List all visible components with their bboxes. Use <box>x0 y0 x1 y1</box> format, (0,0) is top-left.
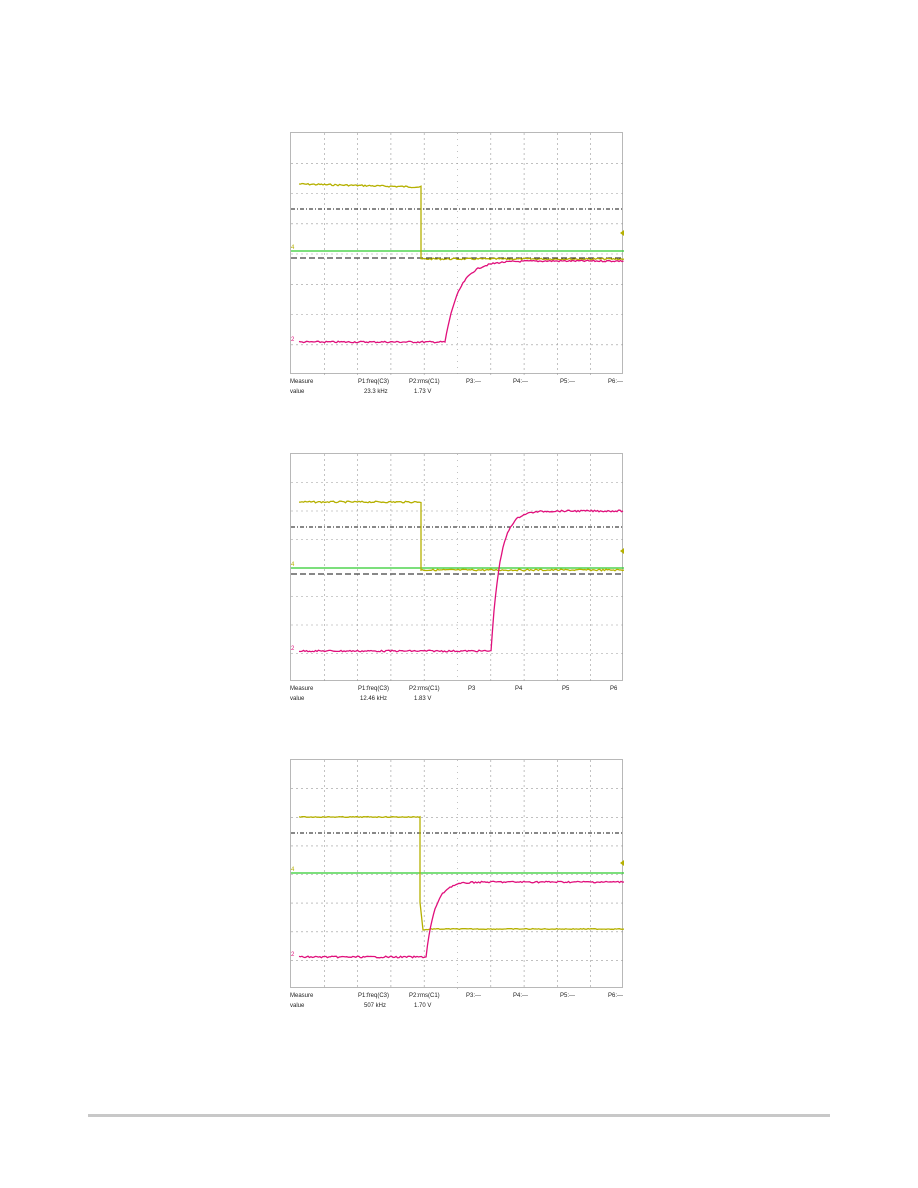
readout-header: P5:--- <box>560 379 575 385</box>
readout-header: P2:rms(C1) <box>409 379 440 385</box>
readout-header: P6 <box>610 686 618 692</box>
trigger-level-marker <box>620 230 624 236</box>
channel-marker: 4 <box>291 867 295 873</box>
readout-header: P3:--- <box>466 993 481 999</box>
readout-header: P2:rms(C1) <box>409 686 440 692</box>
channel-marker: 4 <box>291 245 295 251</box>
readout-header: P4:--- <box>513 993 528 999</box>
readout-value: value <box>290 389 305 395</box>
trigger-level-marker <box>620 548 624 554</box>
readout-header: P1:freq(C3) <box>358 993 390 999</box>
readout-value: 1.73 V <box>414 389 432 395</box>
yellow-trace <box>298 815 624 931</box>
readout-header: P6:--- <box>608 993 623 999</box>
readout-value: 1.70 V <box>414 1003 432 1009</box>
channel-marker: 2 <box>291 646 295 652</box>
readout-header: P5:--- <box>560 993 575 999</box>
channel-marker: 2 <box>291 952 295 958</box>
readout-value: 1.83 V <box>414 696 432 702</box>
scope-plot: 42 <box>291 454 624 682</box>
footer-rule <box>88 1114 830 1117</box>
readout-header: P4 <box>515 686 523 692</box>
magenta-trace <box>298 259 624 344</box>
readout-header: P4:--- <box>513 379 528 385</box>
readout-header: Measure <box>290 686 314 692</box>
readout-header: P2:rms(C1) <box>409 993 440 999</box>
readout-header: P6:--- <box>608 379 623 385</box>
scope-plot: 42 <box>291 133 624 375</box>
measure-readout: Measure P1:freq(C3) P2:rms(C1) P3:--- P4… <box>290 992 623 1016</box>
measure-readout: Measure P1:freq(C3) P2:rms(C1) P3 P4 P5 … <box>290 685 623 709</box>
scope-plot: 42 <box>291 760 624 989</box>
channel-marker: 4 <box>291 562 295 568</box>
channel-marker: 2 <box>291 337 295 343</box>
readout-header: P3 <box>468 686 476 692</box>
magenta-trace <box>298 509 624 653</box>
readout-header: Measure <box>290 379 314 385</box>
readout-header: P3:--- <box>466 379 481 385</box>
readout-value: 507 kHz <box>364 1003 387 1009</box>
yellow-trace <box>298 182 624 261</box>
readout-value: value <box>290 696 305 702</box>
readout-value: 23.3 kHz <box>364 389 388 395</box>
readout-header: P1:freq(C3) <box>358 686 390 692</box>
readout-header: P1:freq(C3) <box>358 379 390 385</box>
yellow-trace <box>299 500 624 572</box>
measure-readout: Measure P1:freq(C3) P2:rms(C1) P3:--- P4… <box>290 378 623 402</box>
readout-header: Measure <box>290 993 314 999</box>
readout-value: value <box>290 1003 305 1009</box>
trigger-level-marker <box>620 860 624 866</box>
readout-header: P5 <box>562 686 570 692</box>
readout-value: 12.46 kHz <box>360 696 388 702</box>
magenta-trace <box>298 880 624 959</box>
